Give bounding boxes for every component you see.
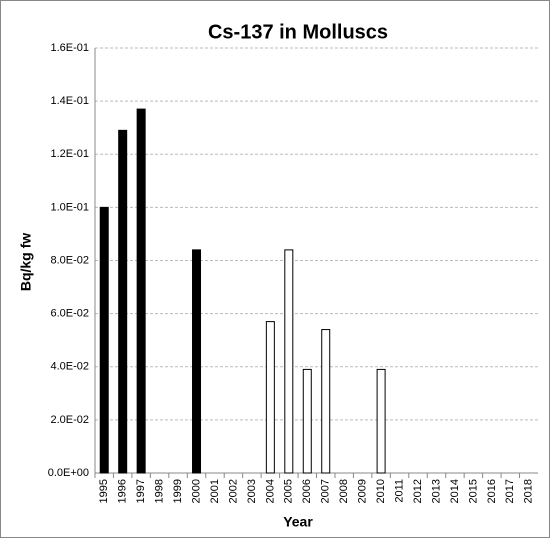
chart-title: Cs-137 in Molluscs — [208, 21, 388, 43]
x-tick-label: 2011 — [393, 479, 405, 503]
x-tick-label: 2005 — [283, 479, 295, 503]
x-tick-label: 2016 — [486, 479, 498, 503]
bar — [99, 206, 109, 474]
x-tick-label: 2007 — [320, 479, 332, 503]
x-tick-label: 2004 — [264, 479, 276, 503]
x-tick-label: 1999 — [172, 479, 184, 503]
x-tick-label: 1997 — [135, 479, 147, 503]
y-tick-label: 1.2E-01 — [50, 148, 89, 160]
bar — [321, 329, 331, 474]
x-tick-label: 2008 — [338, 479, 350, 503]
bar — [192, 249, 202, 474]
x-tick-label: 2006 — [301, 479, 313, 503]
y-tick-label: 1.4E-01 — [50, 95, 89, 107]
y-tick-label: 8.0E-02 — [50, 254, 89, 266]
y-tick-label: 6.0E-02 — [50, 308, 89, 320]
x-tick-label: 1995 — [98, 479, 110, 503]
x-tick-label: 2018 — [523, 479, 535, 503]
x-tick-label: 2017 — [504, 479, 516, 503]
y-tick-label: 2.0E-02 — [50, 414, 89, 426]
x-axis-label: Year — [283, 514, 313, 530]
x-tick-label: 2000 — [190, 479, 202, 503]
x-tick-label: 2015 — [467, 479, 479, 503]
x-tick-label: 2010 — [375, 479, 387, 503]
y-tick-label: 1.0E-01 — [50, 201, 89, 213]
bar — [376, 368, 386, 474]
bar — [265, 321, 275, 474]
x-tick-label: 2002 — [227, 479, 239, 503]
x-tick-label: 2014 — [449, 479, 461, 503]
y-tick-label: 4.0E-02 — [50, 361, 89, 373]
x-tick-label: 2009 — [357, 479, 369, 503]
x-tick-label: 2001 — [209, 479, 221, 503]
x-tick-label: 1998 — [154, 479, 166, 503]
x-tick-label: 2003 — [246, 479, 258, 503]
y-axis-label: Bq/kg fw — [18, 233, 34, 291]
bar — [284, 249, 294, 474]
x-tick-label: 2012 — [412, 479, 424, 503]
x-tick-label: 2013 — [430, 479, 442, 503]
y-tick-label: 1.6E-01 — [50, 42, 89, 54]
bar — [118, 129, 128, 474]
bar — [136, 108, 146, 474]
x-tick-label: 1996 — [117, 479, 129, 503]
y-tick-label: 0.0E+00 — [48, 467, 89, 479]
bar — [302, 368, 312, 474]
